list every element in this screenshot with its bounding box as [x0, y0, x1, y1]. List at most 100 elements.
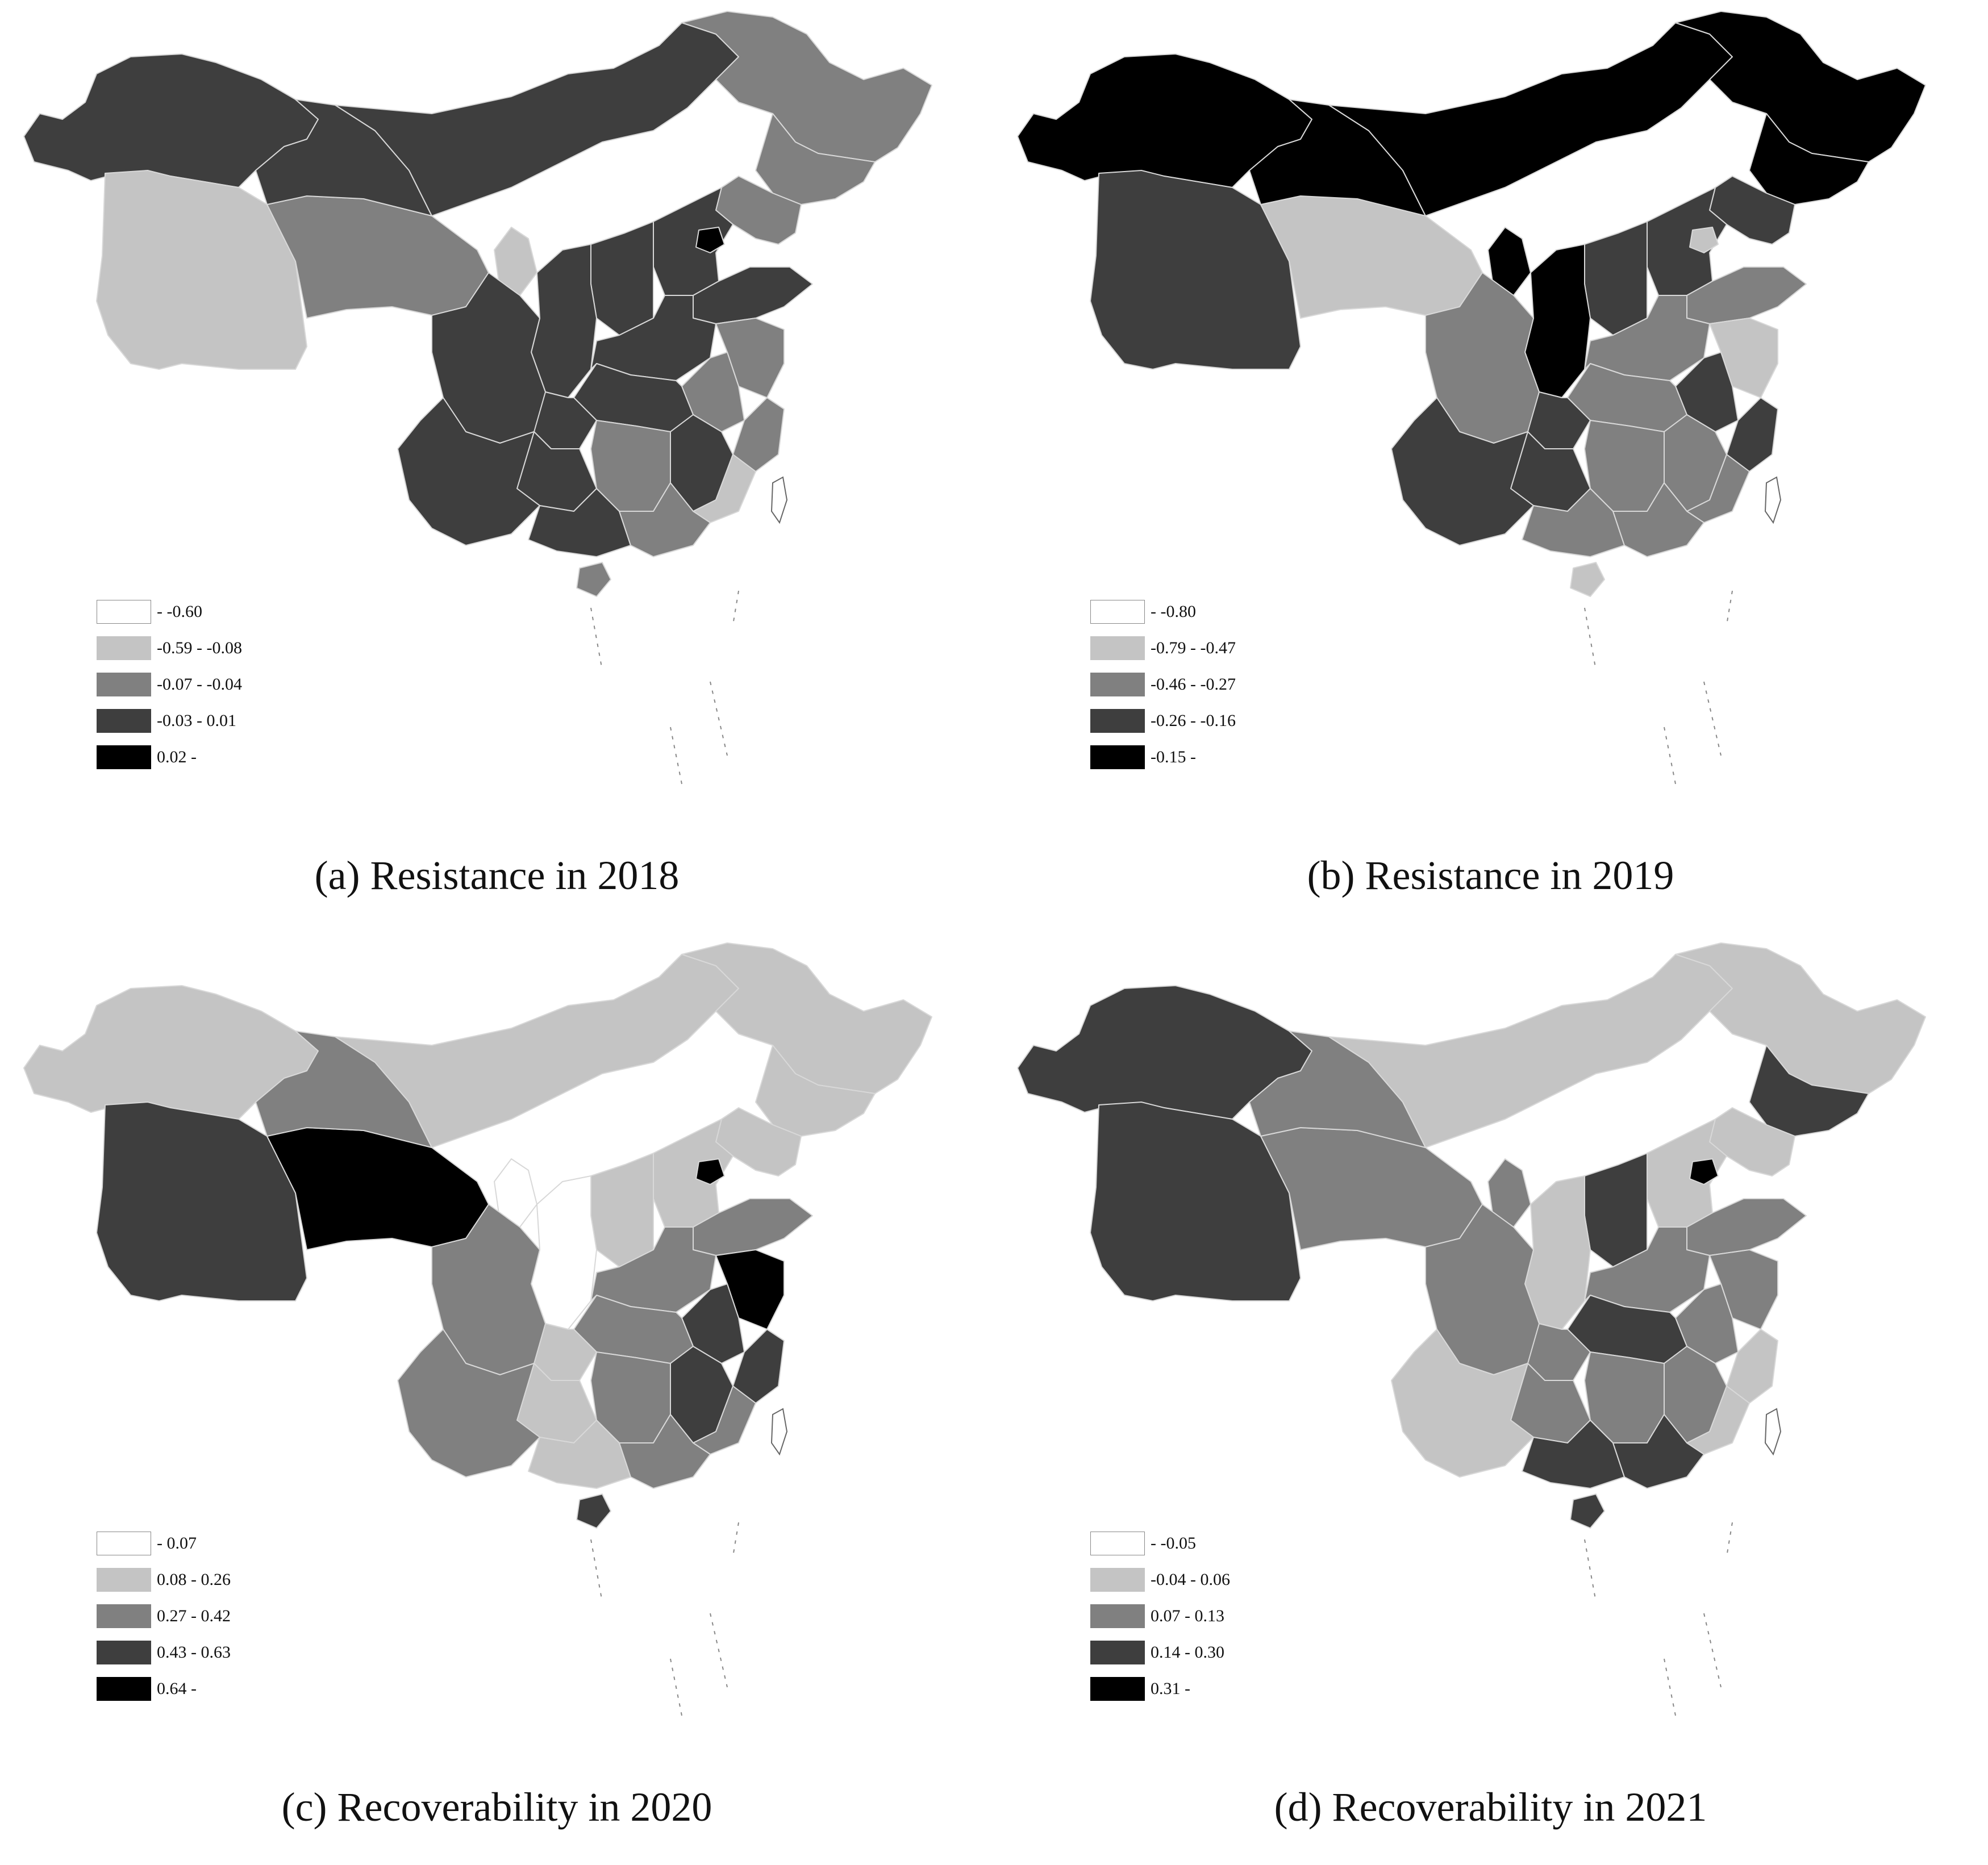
legend-row: 0.43 - 0.63 — [97, 1634, 231, 1671]
legend-swatch — [97, 1677, 151, 1701]
legend-row: -0.26 - -0.16 — [1090, 703, 1236, 739]
legend-swatch — [97, 745, 151, 769]
province-hainan — [576, 1493, 611, 1529]
island-outline-taiwan — [770, 1408, 788, 1456]
island-outline-taiwan — [1764, 476, 1782, 524]
province-shapes-d — [1017, 942, 1926, 1716]
province-tibet — [1090, 170, 1301, 370]
legend-label: -0.59 - -0.08 — [157, 639, 242, 657]
province-shanxi — [590, 221, 654, 336]
legend-d: - -0.05 -0.04 - 0.06 0.07 - 0.13 0.14 - 0.3… — [1090, 1525, 1230, 1707]
province-jilin — [755, 113, 876, 205]
island-outline-taiwan — [770, 476, 788, 524]
legend-b: - -0.80 -0.79 - -0.47 -0.46 - -0.27 -0.26 -… — [1090, 594, 1236, 775]
legend-label: - -0.60 — [157, 602, 202, 621]
legend-row: -0.04 - 0.06 — [1090, 1562, 1230, 1598]
legend-row: -0.03 - 0.01 — [97, 703, 242, 739]
province-hebei — [1647, 1119, 1727, 1228]
legend-swatch — [97, 1532, 151, 1555]
legend-label: 0.02 - — [157, 748, 197, 766]
legend-row: 0.07 - 0.13 — [1090, 1598, 1230, 1634]
province-jilin — [1749, 113, 1869, 205]
legend-row: 0.64 - — [97, 1671, 231, 1707]
legend-row: -0.07 - -0.04 — [97, 666, 242, 703]
legend-swatch — [1090, 709, 1145, 733]
caption-b: (b) Resistance in 2019 — [1307, 853, 1674, 898]
south-sea-islands-outline — [590, 1522, 739, 1716]
legend-swatch — [1090, 745, 1145, 769]
legend-c: - 0.07 0.08 - 0.26 0.27 - 0.42 0.43 - 0.63 0… — [97, 1525, 231, 1707]
province-shapes-c — [23, 942, 932, 1716]
province-yunnan — [1391, 397, 1534, 546]
legend-label: - -0.05 — [1151, 1534, 1196, 1553]
legend-row: - 0.07 — [97, 1525, 231, 1562]
legend-swatch — [1090, 600, 1145, 624]
province-heilongjiang — [681, 11, 932, 162]
caption-d: (d) Recoverability in 2021 — [1274, 1784, 1707, 1830]
legend-swatch — [97, 600, 151, 624]
legend-swatch — [1090, 1604, 1145, 1628]
legend-label: - -0.80 — [1151, 602, 1196, 621]
province-shapes-b — [1017, 11, 1926, 785]
province-hainan — [1570, 562, 1605, 597]
legend-row: - -0.80 — [1090, 594, 1236, 630]
legend-row: -0.59 - -0.08 — [97, 630, 242, 666]
legend-swatch — [1090, 1677, 1145, 1701]
choropleth-map-c — [23, 942, 932, 1716]
province-jilin — [755, 1045, 876, 1137]
map-panel-b: - -0.80 -0.79 - -0.47 -0.46 - -0.27 -0.26 -… — [994, 0, 1987, 932]
legend-label: 0.31 - — [1151, 1679, 1190, 1698]
legend-label: -0.04 - 0.06 — [1151, 1570, 1230, 1589]
province-beijing — [695, 227, 725, 253]
legend-swatch — [1090, 636, 1145, 660]
province-shanxi — [1584, 221, 1648, 336]
province-yunnan — [1391, 1329, 1534, 1478]
south-sea-islands-outline — [1584, 1522, 1733, 1716]
map-panel-d: - -0.05 -0.04 - 0.06 0.07 - 0.13 0.14 - 0.3… — [994, 932, 1987, 1863]
legend-label: 0.27 - 0.42 — [157, 1607, 231, 1625]
province-beijing — [1689, 1158, 1719, 1185]
map-panel-a: - -0.60 -0.59 - -0.08 -0.07 - -0.04 -0.03 -… — [0, 0, 994, 932]
province-jilin — [1749, 1045, 1869, 1137]
province-guangdong — [619, 482, 711, 557]
province-yunnan — [397, 1329, 540, 1478]
legend-label: 0.08 - 0.26 — [157, 1570, 231, 1589]
province-guangdong — [1612, 1414, 1704, 1489]
legend-row: - -0.05 — [1090, 1525, 1230, 1562]
province-hebei — [1647, 187, 1727, 296]
legend-row: -0.79 - -0.47 — [1090, 630, 1236, 666]
map-panel-c: - 0.07 0.08 - 0.26 0.27 - 0.42 0.43 - 0.63 0… — [0, 932, 994, 1863]
legend-label: 0.07 - 0.13 — [1151, 1607, 1224, 1625]
legend-label: -0.46 - -0.27 — [1151, 675, 1236, 694]
legend-swatch — [1090, 1532, 1145, 1555]
province-beijing — [1689, 227, 1719, 253]
legend-row: - -0.60 — [97, 594, 242, 630]
legend-label: 0.14 - 0.30 — [1151, 1643, 1224, 1662]
province-guangdong — [1612, 482, 1704, 557]
legend-row: -0.46 - -0.27 — [1090, 666, 1236, 703]
caption-a: (a) Resistance in 2018 — [314, 853, 680, 898]
legend-label: 0.64 - — [157, 1679, 197, 1698]
province-hainan — [576, 562, 611, 597]
province-heilongjiang — [1675, 11, 1926, 162]
province-shaanxi — [531, 1175, 597, 1330]
legend-swatch — [97, 1604, 151, 1628]
province-guangdong — [619, 1414, 711, 1489]
province-hebei — [653, 1119, 733, 1228]
caption-c: (c) Recoverability in 2020 — [281, 1784, 712, 1830]
province-heilongjiang — [1675, 942, 1926, 1094]
province-shaanxi — [531, 244, 597, 398]
province-shapes-a — [23, 11, 932, 785]
province-yunnan — [397, 397, 540, 546]
legend-row: 0.27 - 0.42 — [97, 1598, 231, 1634]
choropleth-map-d — [1017, 942, 1926, 1716]
south-sea-islands-outline — [1584, 590, 1733, 785]
legend-row: 0.02 - — [97, 739, 242, 775]
legend-label: -0.15 - — [1151, 748, 1196, 766]
choropleth-map-b — [1017, 11, 1926, 785]
legend-a: - -0.60 -0.59 - -0.08 -0.07 - -0.04 -0.03 -… — [97, 594, 242, 775]
legend-swatch — [1090, 673, 1145, 696]
province-shaanxi — [1524, 1175, 1591, 1330]
legend-swatch — [1090, 1568, 1145, 1592]
province-hebei — [653, 187, 733, 296]
